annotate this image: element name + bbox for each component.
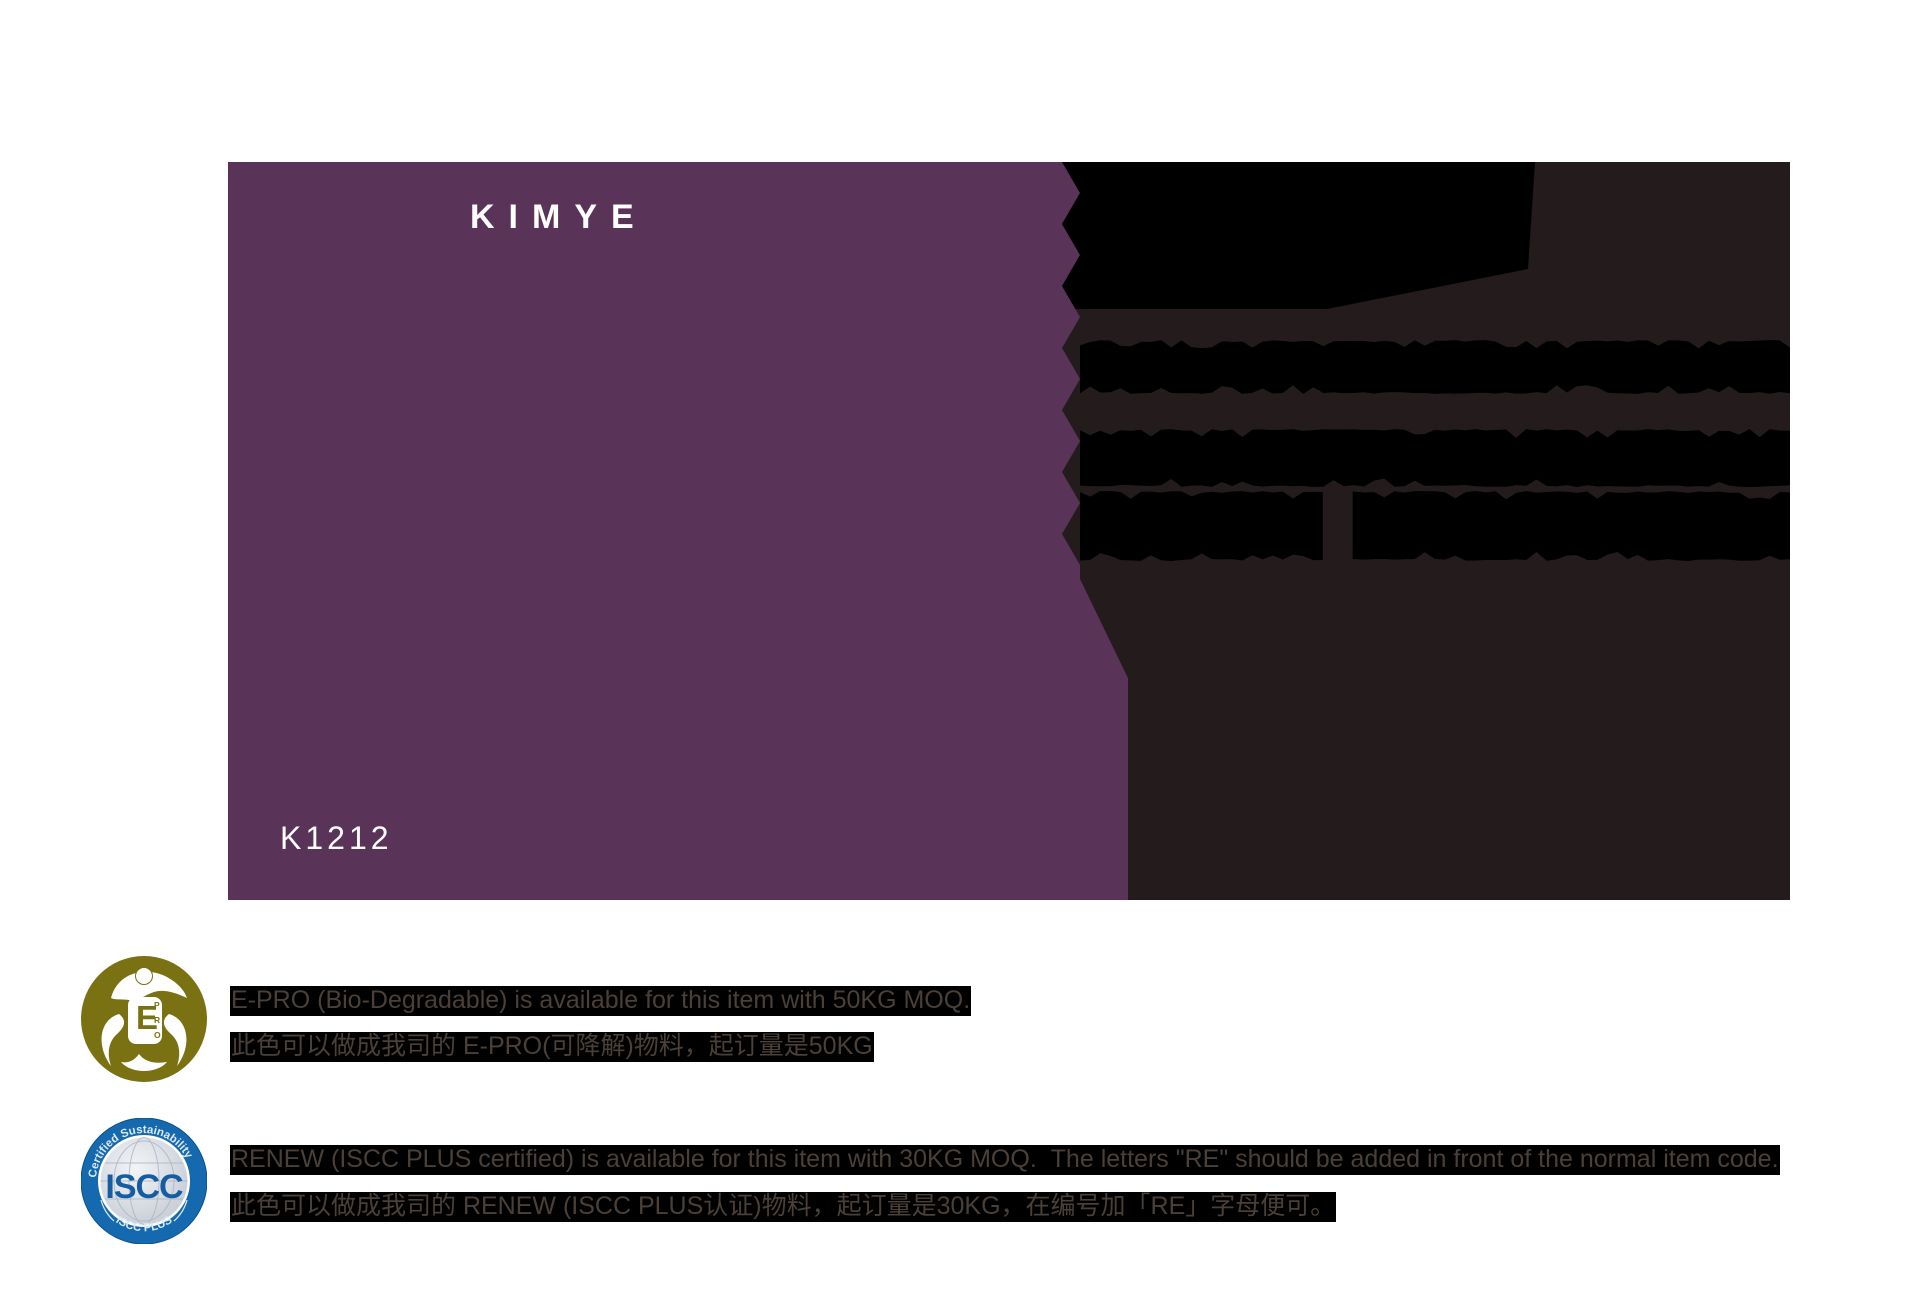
svg-text:P: P (154, 1000, 160, 1010)
svg-text:O: O (154, 1030, 161, 1040)
svg-text:ISCC: ISCC (105, 1168, 183, 1206)
svg-text:R: R (154, 1015, 160, 1025)
